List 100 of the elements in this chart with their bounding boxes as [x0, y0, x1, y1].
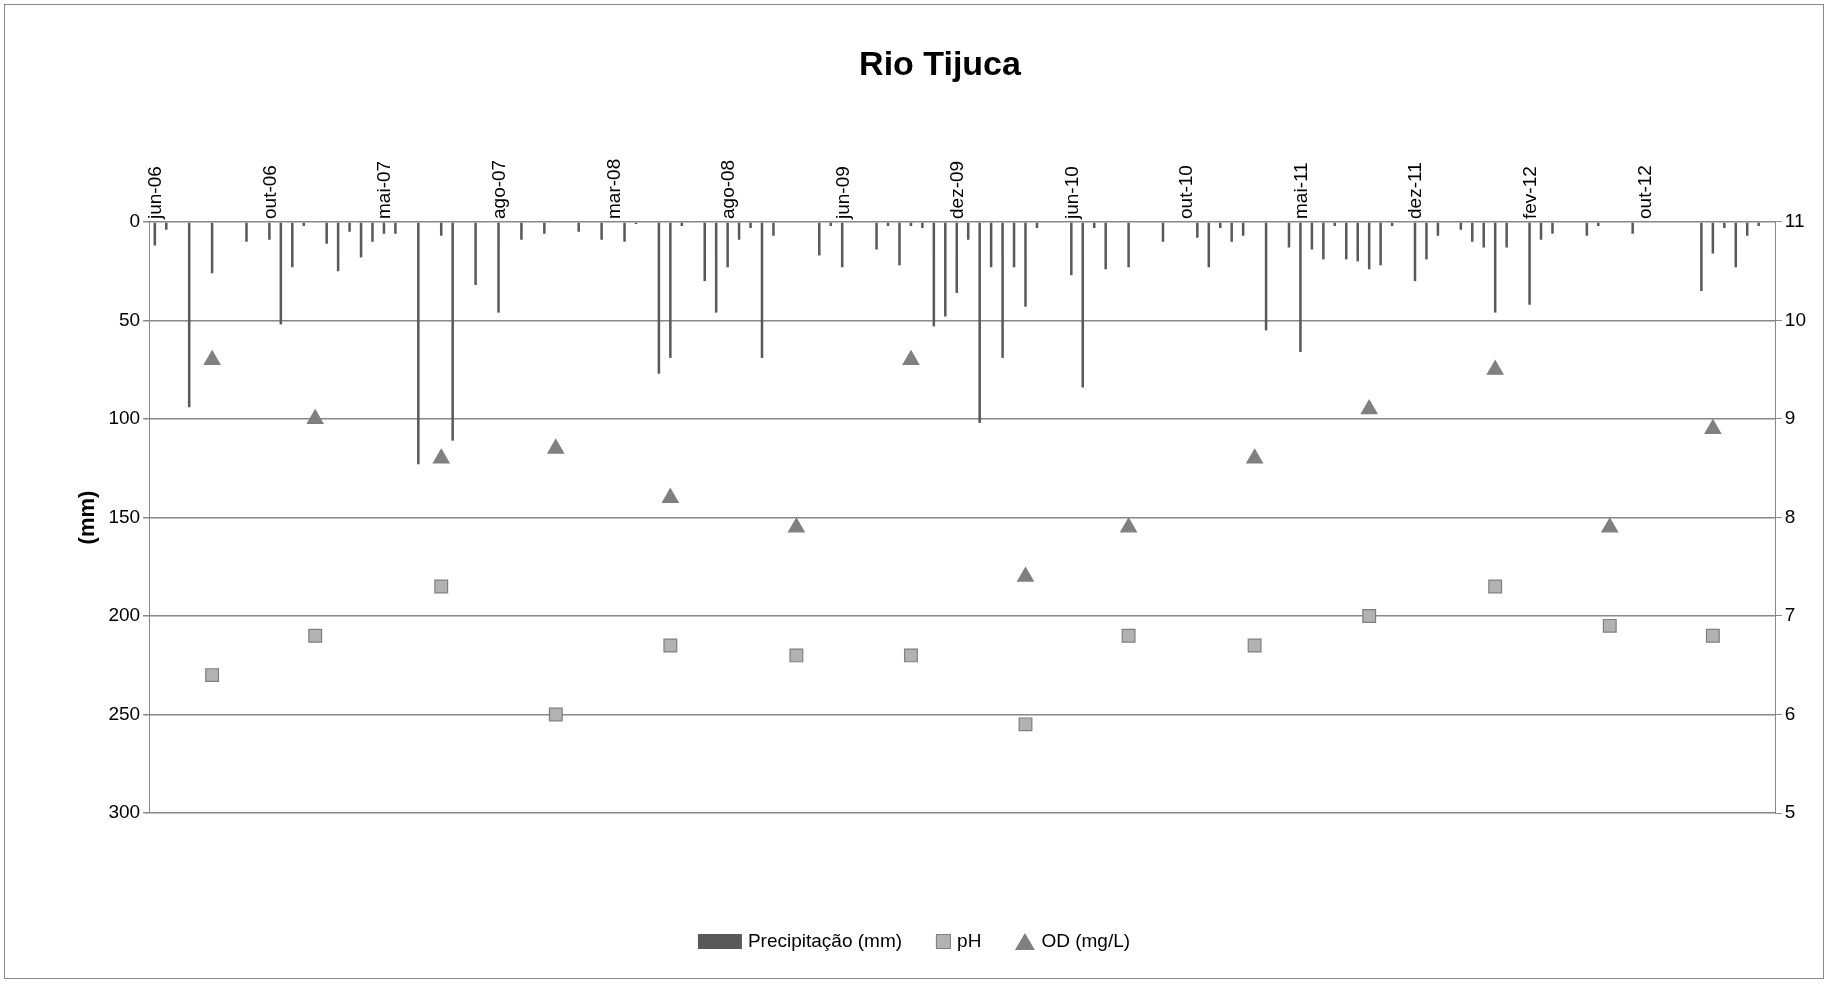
x-tick-label: fev-12	[1518, 166, 1540, 219]
bar	[1345, 222, 1348, 260]
x-tick-label: out-10	[1175, 165, 1197, 219]
x-tick-label: mai-11	[1289, 162, 1311, 219]
bar	[520, 222, 523, 240]
bar	[921, 222, 924, 228]
bar	[245, 222, 248, 242]
y-axis-title: (mm)	[74, 490, 100, 545]
bar	[818, 222, 821, 256]
x-tick-label: mai-07	[373, 160, 395, 219]
y-tick-label: 200	[108, 604, 141, 626]
bar	[348, 222, 351, 232]
bar	[291, 222, 294, 268]
bar	[1001, 222, 1004, 358]
x-tick-label: dez-09	[946, 160, 968, 219]
point	[787, 517, 805, 533]
bar	[577, 222, 580, 232]
y2-tick-label: 11	[1784, 210, 1805, 232]
bar	[1425, 222, 1428, 260]
bar	[268, 222, 271, 240]
bar	[703, 222, 706, 282]
bar	[1299, 222, 1302, 353]
bar	[875, 222, 878, 250]
point	[1486, 360, 1504, 375]
bar	[165, 222, 168, 230]
bar	[1631, 222, 1634, 234]
bar	[1196, 222, 1199, 238]
y-tick-label: 300	[108, 801, 141, 823]
bar	[1322, 222, 1325, 260]
bar	[772, 222, 775, 236]
bar	[1104, 222, 1107, 270]
bar	[325, 222, 328, 244]
bar	[944, 222, 947, 317]
bar	[1723, 222, 1726, 228]
bar	[1070, 222, 1073, 276]
bar	[1127, 222, 1130, 268]
bar	[669, 222, 672, 358]
point	[902, 350, 920, 365]
x-tick-label: ago-08	[717, 159, 739, 219]
x-tick-label: mar-08	[602, 158, 624, 219]
point	[203, 350, 221, 365]
bar	[1700, 222, 1703, 291]
point	[308, 628, 323, 643]
x-tick-label: dez-11	[1404, 162, 1426, 219]
bar	[1528, 222, 1531, 305]
bar	[1218, 222, 1222, 228]
point	[1362, 609, 1377, 623]
point	[1246, 448, 1264, 464]
x-tick-label: jun-10	[1060, 166, 1082, 220]
bar	[1597, 222, 1600, 226]
bar	[394, 222, 397, 234]
y-tick-label: 100	[108, 407, 141, 429]
point	[547, 438, 565, 454]
point	[1488, 579, 1503, 594]
bar	[1230, 222, 1233, 242]
bar	[451, 222, 454, 441]
bar	[898, 222, 901, 266]
y-tick-label: 250	[108, 702, 141, 724]
point	[1120, 517, 1137, 533]
point	[1602, 618, 1617, 633]
bar	[1505, 222, 1508, 248]
point	[1360, 399, 1378, 415]
y-tick-label: 150	[108, 505, 141, 527]
point	[903, 648, 918, 663]
bar	[978, 222, 981, 423]
y2-tick-label: 10	[1784, 308, 1807, 330]
bar	[371, 222, 374, 242]
point	[205, 668, 220, 683]
y2-tick-label: 8	[1784, 505, 1796, 527]
legend-label: OD (mg/L)	[1041, 930, 1131, 952]
bar	[1471, 222, 1474, 242]
bar	[497, 222, 500, 313]
y-tick-label: 0	[129, 210, 141, 232]
bar	[829, 222, 832, 226]
point	[306, 409, 324, 425]
bar	[302, 222, 306, 226]
point	[1121, 628, 1136, 643]
point	[1247, 638, 1262, 653]
point	[1018, 717, 1033, 732]
x-tick-label: jun-06	[144, 166, 166, 220]
point	[789, 648, 804, 663]
bar	[1024, 222, 1027, 307]
y-tick-label: 50	[118, 308, 141, 330]
point	[432, 448, 450, 464]
y2-tick-label: 5	[1784, 801, 1796, 823]
bar	[474, 222, 477, 286]
bar	[726, 222, 729, 268]
point	[661, 488, 679, 503]
point	[1017, 566, 1034, 582]
x-tick-label: out-06	[258, 165, 280, 219]
bar	[1356, 222, 1359, 262]
bar	[600, 222, 603, 240]
legend-label: pH	[957, 930, 982, 952]
bar	[1379, 222, 1382, 266]
point	[434, 579, 449, 594]
legend-label: Precipitação (mm)	[747, 930, 903, 952]
y2-tick-label: 7	[1784, 604, 1796, 626]
point	[663, 638, 678, 653]
point	[1601, 517, 1619, 533]
bar	[1757, 222, 1760, 226]
